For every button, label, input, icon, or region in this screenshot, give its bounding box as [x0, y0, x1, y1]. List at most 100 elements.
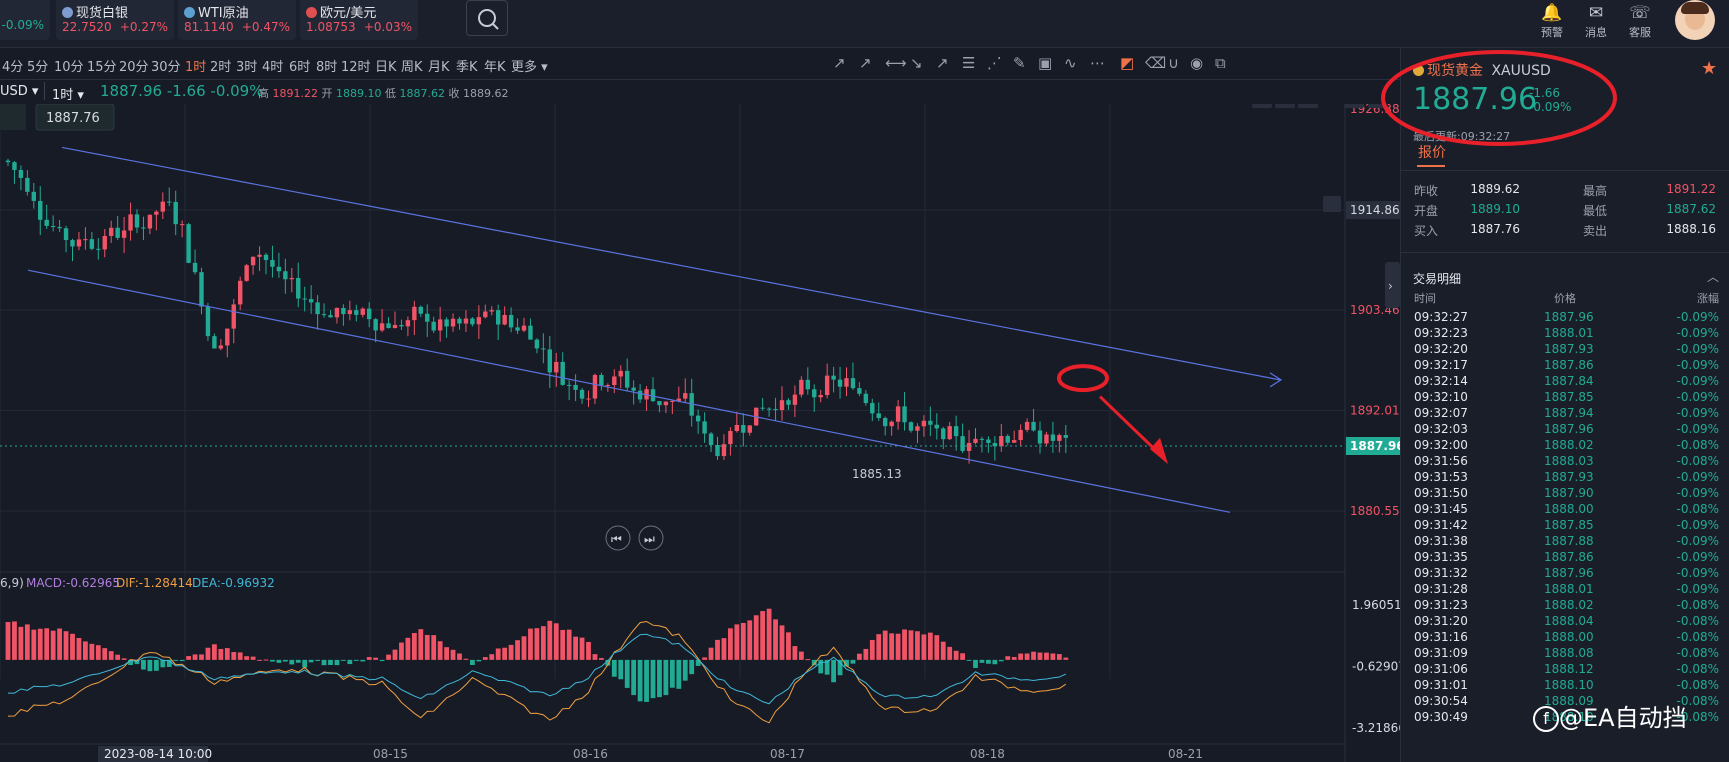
tab-timeframe-4[interactable]: 20分: [119, 60, 149, 75]
candle-body: [296, 277, 301, 299]
tab-timeframe-9[interactable]: 4时: [262, 60, 284, 75]
macd-histogram-bar: [966, 659, 972, 661]
macd-histogram-bar: [295, 659, 301, 663]
price-stepper[interactable]: [0, 104, 26, 130]
candle-body: [908, 422, 914, 431]
tab-timeframe-2[interactable]: 10分: [54, 60, 84, 75]
tab-timeframe-0[interactable]: 4分: [2, 60, 24, 75]
fullscreen-icon[interactable]: [1344, 104, 1364, 108]
candle-body: [721, 444, 727, 457]
tab-timeframe-11[interactable]: 8时: [316, 60, 338, 75]
macd-histogram-bar: [515, 640, 520, 660]
edit-icon[interactable]: [1275, 104, 1295, 108]
tab-quote[interactable]: 报价: [1418, 145, 1446, 161]
fib-icon[interactable]: ☰: [962, 54, 976, 72]
symbol-selector[interactable]: USD ▾: [0, 84, 39, 99]
candle-body: [554, 361, 559, 373]
magnet-icon[interactable]: ∪: [1168, 54, 1179, 72]
ticker-change: +0.03%: [363, 20, 412, 34]
tab-timeframe-13[interactable]: 日K: [375, 60, 397, 75]
trade-row: 09:31:06 1888.12 -0.08%: [1414, 662, 1719, 678]
trade-time: 09:31:28: [1414, 582, 1468, 596]
trade-row: 09:31:35 1887.86 -0.09%: [1414, 550, 1719, 566]
tab-timeframe-16[interactable]: 季K: [456, 60, 478, 75]
macd-histogram-bar: [282, 659, 288, 662]
price-input-box[interactable]: [35, 104, 115, 131]
segment-icon[interactable]: ↘: [910, 54, 923, 72]
tab-timeframe-12[interactable]: 12时: [341, 60, 371, 75]
tab-timeframe-5[interactable]: 30分: [151, 60, 181, 75]
macd-histogram-bar: [1050, 653, 1056, 660]
candle-body: [844, 378, 849, 387]
silver-icon: [62, 7, 73, 18]
trade-change: -0.09%: [1676, 326, 1719, 340]
alert-bell-icon[interactable]: [1323, 196, 1341, 212]
interval-selector[interactable]: 1时 ▾: [52, 88, 84, 103]
tab-timeframe-8[interactable]: 3时: [236, 60, 258, 75]
tab-timeframe-17[interactable]: 年K: [484, 60, 506, 75]
tab-timeframe-18[interactable]: 更多 ▾: [511, 60, 548, 75]
support-button[interactable]: ☏ 客服: [1620, 2, 1660, 40]
macd-histogram-bar: [605, 659, 611, 666]
more-tools-icon[interactable]: ⋯: [1090, 54, 1105, 72]
wave-icon[interactable]: ∿: [1064, 54, 1077, 72]
price-input-value: 1887.76: [46, 111, 100, 126]
next-button[interactable]: [638, 525, 664, 551]
trade-change: -0.09%: [1676, 422, 1719, 436]
hline-icon[interactable]: ⟷: [885, 54, 907, 72]
ticker-wti[interactable]: WTI原油 81.1140 +0.47%: [178, 0, 296, 40]
tab-timeframe-6[interactable]: 1时: [185, 60, 207, 75]
avatar[interactable]: [1675, 0, 1715, 40]
copy-icon[interactable]: ⧉: [1215, 54, 1226, 72]
macd-histogram-bar: [276, 659, 282, 663]
candle-body: [683, 393, 688, 399]
tab-timeframe-7[interactable]: 2时: [210, 60, 232, 75]
macd-histogram-bar: [979, 659, 985, 663]
trade-price: 1887.85: [1544, 390, 1594, 404]
candle-body: [766, 408, 772, 410]
candle-body: [1063, 435, 1068, 438]
tab-timeframe-1[interactable]: 5分: [27, 60, 49, 75]
eraser-icon[interactable]: ⌫: [1145, 54, 1167, 72]
channel-lower-line[interactable]: [27, 269, 1231, 513]
tab-timeframe-15[interactable]: 月K: [428, 60, 450, 75]
indicator-icon[interactable]: [1252, 104, 1272, 108]
alert-button[interactable]: 🔔 预警: [1532, 2, 1572, 40]
macd-histogram-bar: [1011, 657, 1017, 660]
trend-line-icon[interactable]: ↗: [833, 54, 846, 72]
settings-icon[interactable]: [1298, 104, 1318, 108]
draw-lock-icon[interactable]: ◩: [1120, 54, 1135, 72]
ticker-eurusd[interactable]: 欧元/美元 1.08753 +0.03%: [300, 0, 418, 40]
tab-timeframe-14[interactable]: 周K: [401, 60, 423, 75]
ticker-gold[interactable]: -0.09%: [0, 0, 50, 40]
collapse-icon[interactable]: ︿: [1707, 270, 1720, 284]
channel-upper-line[interactable]: [61, 146, 1281, 381]
ray-icon[interactable]: ↗: [859, 54, 872, 72]
pen-icon[interactable]: ✎: [1013, 54, 1026, 72]
candle-body: [1018, 429, 1023, 441]
eye-icon[interactable]: ◉: [1190, 54, 1204, 72]
messages-button[interactable]: ✉ 消息: [1576, 2, 1616, 40]
search-button[interactable]: [466, 0, 508, 36]
tab-timeframe-10[interactable]: 6时: [289, 60, 311, 75]
macd-histogram-bar: [70, 633, 75, 660]
favorite-star-icon[interactable]: ★: [1701, 58, 1718, 79]
macd-histogram-bar: [1037, 652, 1043, 660]
image-icon[interactable]: ▣: [1038, 54, 1053, 72]
prev-button[interactable]: [605, 525, 631, 551]
candlestick-chart[interactable]: 1926.381903.461892.011880.551914.861887.…: [0, 104, 1400, 762]
quote-label: 买入: [1414, 224, 1439, 238]
extended-line-icon[interactable]: ↗: [936, 54, 949, 72]
macd-histogram-bar: [715, 639, 720, 660]
fan-icon[interactable]: ⋰: [987, 54, 1002, 72]
candle-body: [450, 318, 456, 327]
macd-histogram-bar: [1018, 653, 1024, 660]
macd-histogram-bar: [173, 659, 179, 661]
macd-histogram-bar: [676, 659, 682, 689]
macd-histogram-bar: [1056, 654, 1062, 660]
close-icon[interactable]: ✕: [1373, 104, 1384, 108]
tab-timeframe-3[interactable]: 15分: [87, 60, 117, 75]
ticker-silver[interactable]: 现货白银 22.7520 +0.27%: [56, 0, 174, 40]
collapse-handle[interactable]: [1385, 262, 1400, 308]
macd-histogram-bar: [766, 608, 772, 660]
